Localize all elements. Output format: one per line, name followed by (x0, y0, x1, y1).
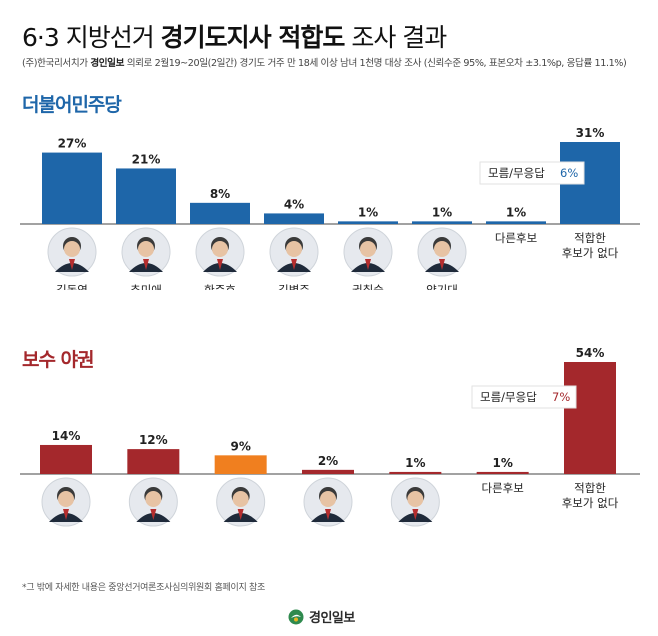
title-part1: 6·3 지방선거 (22, 23, 161, 52)
value-label-5: 1% (432, 205, 452, 219)
value-label-3: 4% (284, 197, 304, 211)
brand-logo: 경인일보 (288, 607, 355, 626)
candidate-photo (269, 227, 319, 277)
bar-3 (264, 213, 324, 224)
value-label-0: 27% (58, 137, 87, 151)
category-label-3: 김병주 (278, 283, 310, 290)
candidate-photo (390, 477, 440, 527)
bar-2 (190, 202, 250, 224)
category-label-6: 적합한 후보가 없다 (562, 481, 619, 510)
bar-1 (127, 449, 180, 474)
footnote: *그 밖에 자세한 내용은 중앙선거여론조사심의위원회 홈페이지 참조 (22, 583, 266, 593)
bar-4 (338, 221, 398, 224)
survey-client: 경인일보 (90, 58, 125, 69)
bar-0 (42, 152, 102, 224)
category-label-4: 권칠승 (352, 283, 384, 290)
survey-info-part1: (주)한국리서치가 (22, 58, 91, 69)
category-label-5: 다른후보 (482, 481, 524, 495)
democratic-chart: 27% 김동연 21% 추미애 8% 한준호 4% 김병주 1% 권칠승 1% 양기대 1% 다른후보 31… (0, 120, 658, 290)
value-label-6: 54% (576, 346, 605, 360)
title-emphasis: 경기도지사 적합도 (160, 23, 346, 52)
candidate-photo (343, 227, 393, 277)
title-part3: 조사 결과 (344, 23, 447, 52)
value-label-7: 31% (576, 126, 605, 140)
survey-info-part2: 의뢰로 2월19~20일(2일간) 경기도 거주 만 18세 이상 남녀 1천명… (124, 58, 627, 69)
candidate-photo (216, 477, 266, 527)
category-label-7: 적합한 후보가 없다 (562, 231, 619, 260)
candidate-photo (417, 227, 467, 277)
bar-2 (214, 455, 267, 474)
democratic-chart-svg: 27% 김동연 21% 추미애 8% 한준호 4% 김병주 1% 권칠승 1% 양기대 1% 다른후보 31… (20, 126, 640, 290)
category-label-0: 김동연 (56, 283, 88, 290)
no-answer-value: 7% (552, 390, 570, 404)
brand-name: 경인일보 (309, 611, 355, 626)
bar-5 (476, 471, 529, 474)
value-label-1: 21% (132, 152, 161, 166)
value-label-2: 8% (210, 187, 230, 201)
candidate-photo (41, 477, 91, 527)
candidate-photo (195, 227, 245, 277)
bar-1 (116, 168, 176, 224)
candidate-photo (121, 227, 171, 277)
bar-4 (389, 471, 442, 474)
value-label-0: 14% (52, 429, 81, 443)
category-label-6: 다른후보 (495, 231, 537, 245)
value-label-4: 1% (405, 456, 425, 470)
survey-info: (주)한국리서치가 경인일보 의뢰로 2월19~20일(2일간) 경기도 거주 … (22, 55, 627, 69)
value-label-1: 12% (139, 433, 168, 447)
bar-3 (302, 469, 354, 474)
category-label-5: 양기대 (426, 283, 458, 290)
no-answer-value: 6% (560, 166, 578, 180)
no-answer-box: 모름/무응답 7% (471, 385, 577, 409)
bar-0 (40, 444, 92, 474)
value-label-4: 1% (358, 205, 378, 219)
section-title-conservative: 보수 야권 (22, 349, 95, 371)
no-answer-box: 모름/무응답 6% (479, 161, 585, 185)
bar-5 (412, 221, 472, 224)
no-answer-label: 모름/무응답 (488, 166, 545, 180)
category-label-2: 한준호 (204, 283, 236, 290)
conservative-chart: 14%김은혜12%안철수9%이준석2%원유철1%심재철1%다른후보54%적합한후… (0, 340, 658, 530)
candidate-photo (303, 477, 353, 527)
conservative-chart-svg: 14%김은혜12%안철수9%이준석2%원유철1%심재철1%다른후보54%적합한후… (20, 346, 640, 527)
candidate-photo (47, 227, 97, 277)
value-label-5: 1% (492, 456, 512, 470)
category-label-1: 추미애 (130, 283, 162, 290)
brand-logo-icon (288, 609, 304, 624)
page-title: 6·3 지방선거 경기도지사 적합도 조사 결과 (22, 18, 447, 54)
bar-6 (564, 362, 616, 474)
candidate-photo (128, 477, 178, 527)
no-answer-label: 모름/무응답 (480, 390, 537, 404)
bar-6 (486, 221, 546, 224)
value-label-3: 2% (318, 454, 338, 468)
value-label-6: 1% (506, 205, 526, 219)
value-label-2: 9% (230, 439, 250, 453)
section-title-democratic: 더불어민주당 (22, 94, 122, 116)
